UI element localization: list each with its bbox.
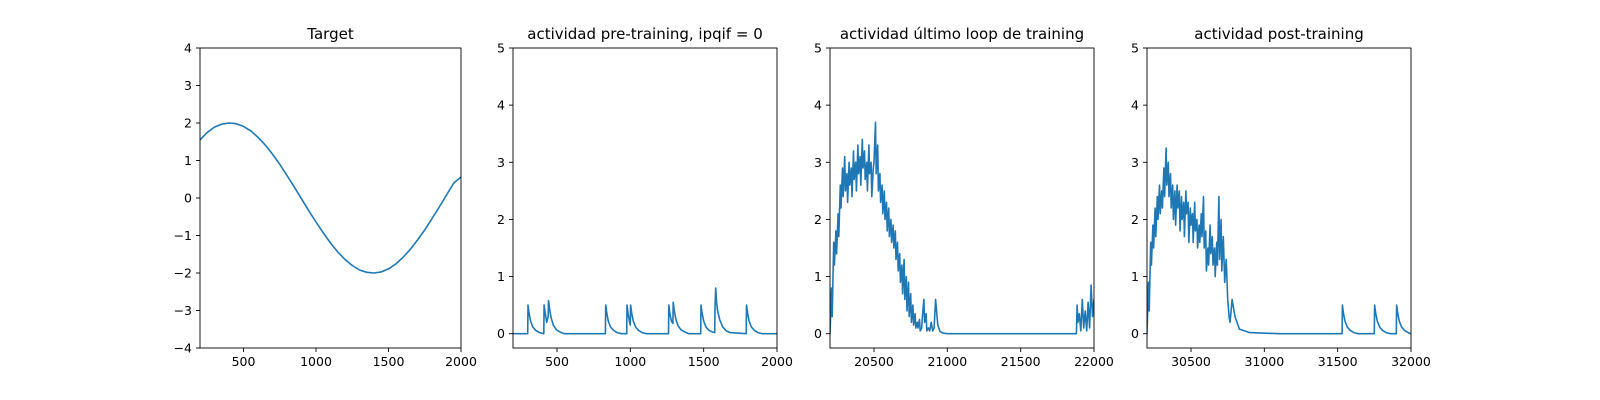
- y-tick-label: 5: [497, 41, 505, 56]
- x-tick-label: 1500: [688, 354, 720, 369]
- y-tick-label: 1: [814, 269, 822, 284]
- y-tick-label: 2: [1131, 212, 1139, 227]
- y-tick-label: −3: [174, 303, 192, 318]
- x-tick-label: 1500: [373, 354, 405, 369]
- x-tick-label: 31000: [1244, 354, 1284, 369]
- y-tick-label: 2: [814, 212, 822, 227]
- y-tick-label: 0: [1131, 326, 1139, 341]
- x-tick-label: 20500: [854, 354, 894, 369]
- x-tick-label: 1000: [614, 354, 646, 369]
- y-tick-label: 1: [1131, 269, 1139, 284]
- y-tick-label: 1: [497, 269, 505, 284]
- y-tick-label: 0: [814, 326, 822, 341]
- series-line-1: [513, 287, 777, 335]
- x-tick-label: 22000: [1074, 354, 1114, 369]
- chart-title: actividad post-training: [1194, 25, 1363, 43]
- x-tick-label: 500: [232, 354, 256, 369]
- axes-frame: [199, 47, 462, 349]
- x-tick-label: 2000: [445, 354, 477, 369]
- x-tick-label: 21000: [927, 354, 967, 369]
- x-tick-label: 30500: [1171, 354, 1211, 369]
- y-tick-label: 2: [497, 212, 505, 227]
- y-tick-label: 4: [1131, 98, 1139, 113]
- axes-frame: [1146, 47, 1412, 349]
- chart-panel-1: 500 1000 1500 2000 −4 −3 −2 −1 0 1 2 3 4 Target: [174, 25, 477, 369]
- chart-title: actividad pre-training, ipqif = 0: [527, 25, 763, 43]
- series-line-1: [830, 121, 1094, 335]
- y-tick-label: 5: [1131, 41, 1139, 56]
- axes-frame: [829, 47, 1095, 349]
- axes-frame: [512, 47, 778, 349]
- x-tick-label: 500: [545, 354, 569, 369]
- x-tick-label: 1000: [300, 354, 332, 369]
- y-tick-label: 5: [814, 41, 822, 56]
- y-tick-label: 0: [184, 191, 192, 206]
- y-tick-label: 4: [497, 98, 505, 113]
- x-tick-label: 21500: [1001, 354, 1041, 369]
- y-tick-label: 4: [814, 98, 822, 113]
- y-tick-label: 3: [1131, 155, 1139, 170]
- chart-panel-3: 20500 21000 21500 22000 0 1 2 3 4 5 actividad últi…: [814, 25, 1114, 369]
- series-line-1: [1147, 147, 1411, 335]
- y-tick-label: 3: [497, 155, 505, 170]
- y-tick-label: 1: [184, 153, 192, 168]
- x-tick-label: 2000: [761, 354, 793, 369]
- series-line-1: [200, 122, 461, 274]
- x-tick-label: 31500: [1318, 354, 1358, 369]
- y-tick-label: 2: [184, 116, 192, 131]
- x-tick-label: 32000: [1391, 354, 1431, 369]
- chart-title: actividad último loop de training: [840, 25, 1084, 43]
- y-tick-label: 3: [814, 155, 822, 170]
- y-tick-label: −2: [174, 266, 192, 281]
- chart-title: Target: [306, 25, 354, 43]
- y-tick-label: 4: [184, 41, 192, 56]
- y-tick-label: −1: [174, 228, 192, 243]
- chart-panel-2: 500 1000 1500 2000 0 1 2 3 4 5 actividad pre-train…: [497, 25, 793, 369]
- y-tick-label: −4: [174, 341, 192, 356]
- chart-panel-4: 30500 31000 31500 32000 0 1 2 3 4 5 actividad post…: [1131, 25, 1431, 369]
- y-tick-label: 0: [497, 326, 505, 341]
- y-tick-label: 3: [184, 78, 192, 93]
